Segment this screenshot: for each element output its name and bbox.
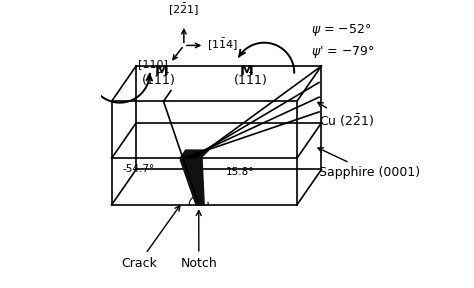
Text: Notch: Notch	[181, 211, 217, 270]
Text: [110]: [110]	[137, 60, 167, 69]
Text: $\psi$ = −52°: $\psi$ = −52°	[310, 22, 371, 38]
Text: 15.8°: 15.8°	[225, 167, 254, 177]
Polygon shape	[180, 150, 209, 158]
Text: [1$\bar{1}$4]: [1$\bar{1}$4]	[207, 37, 238, 54]
Text: Crack: Crack	[121, 206, 180, 270]
Polygon shape	[180, 157, 204, 205]
Text: [2$\bar{2}$1]: [2$\bar{2}$1]	[168, 2, 200, 18]
Text: (1$\bar{1}$1): (1$\bar{1}$1)	[233, 71, 268, 88]
Text: -54.7°: -54.7°	[123, 164, 155, 174]
Text: $\psi$' = −79°: $\psi$' = −79°	[310, 44, 374, 60]
Text: Sapphire (0001): Sapphire (0001)	[318, 148, 420, 179]
Text: M: M	[239, 64, 253, 78]
Text: (1$\bar{1}\bar{1}$): (1$\bar{1}\bar{1}$)	[141, 71, 175, 88]
Text: Cu (2$\bar{2}$1): Cu (2$\bar{2}$1)	[318, 102, 374, 129]
Text: M: M	[155, 64, 169, 78]
